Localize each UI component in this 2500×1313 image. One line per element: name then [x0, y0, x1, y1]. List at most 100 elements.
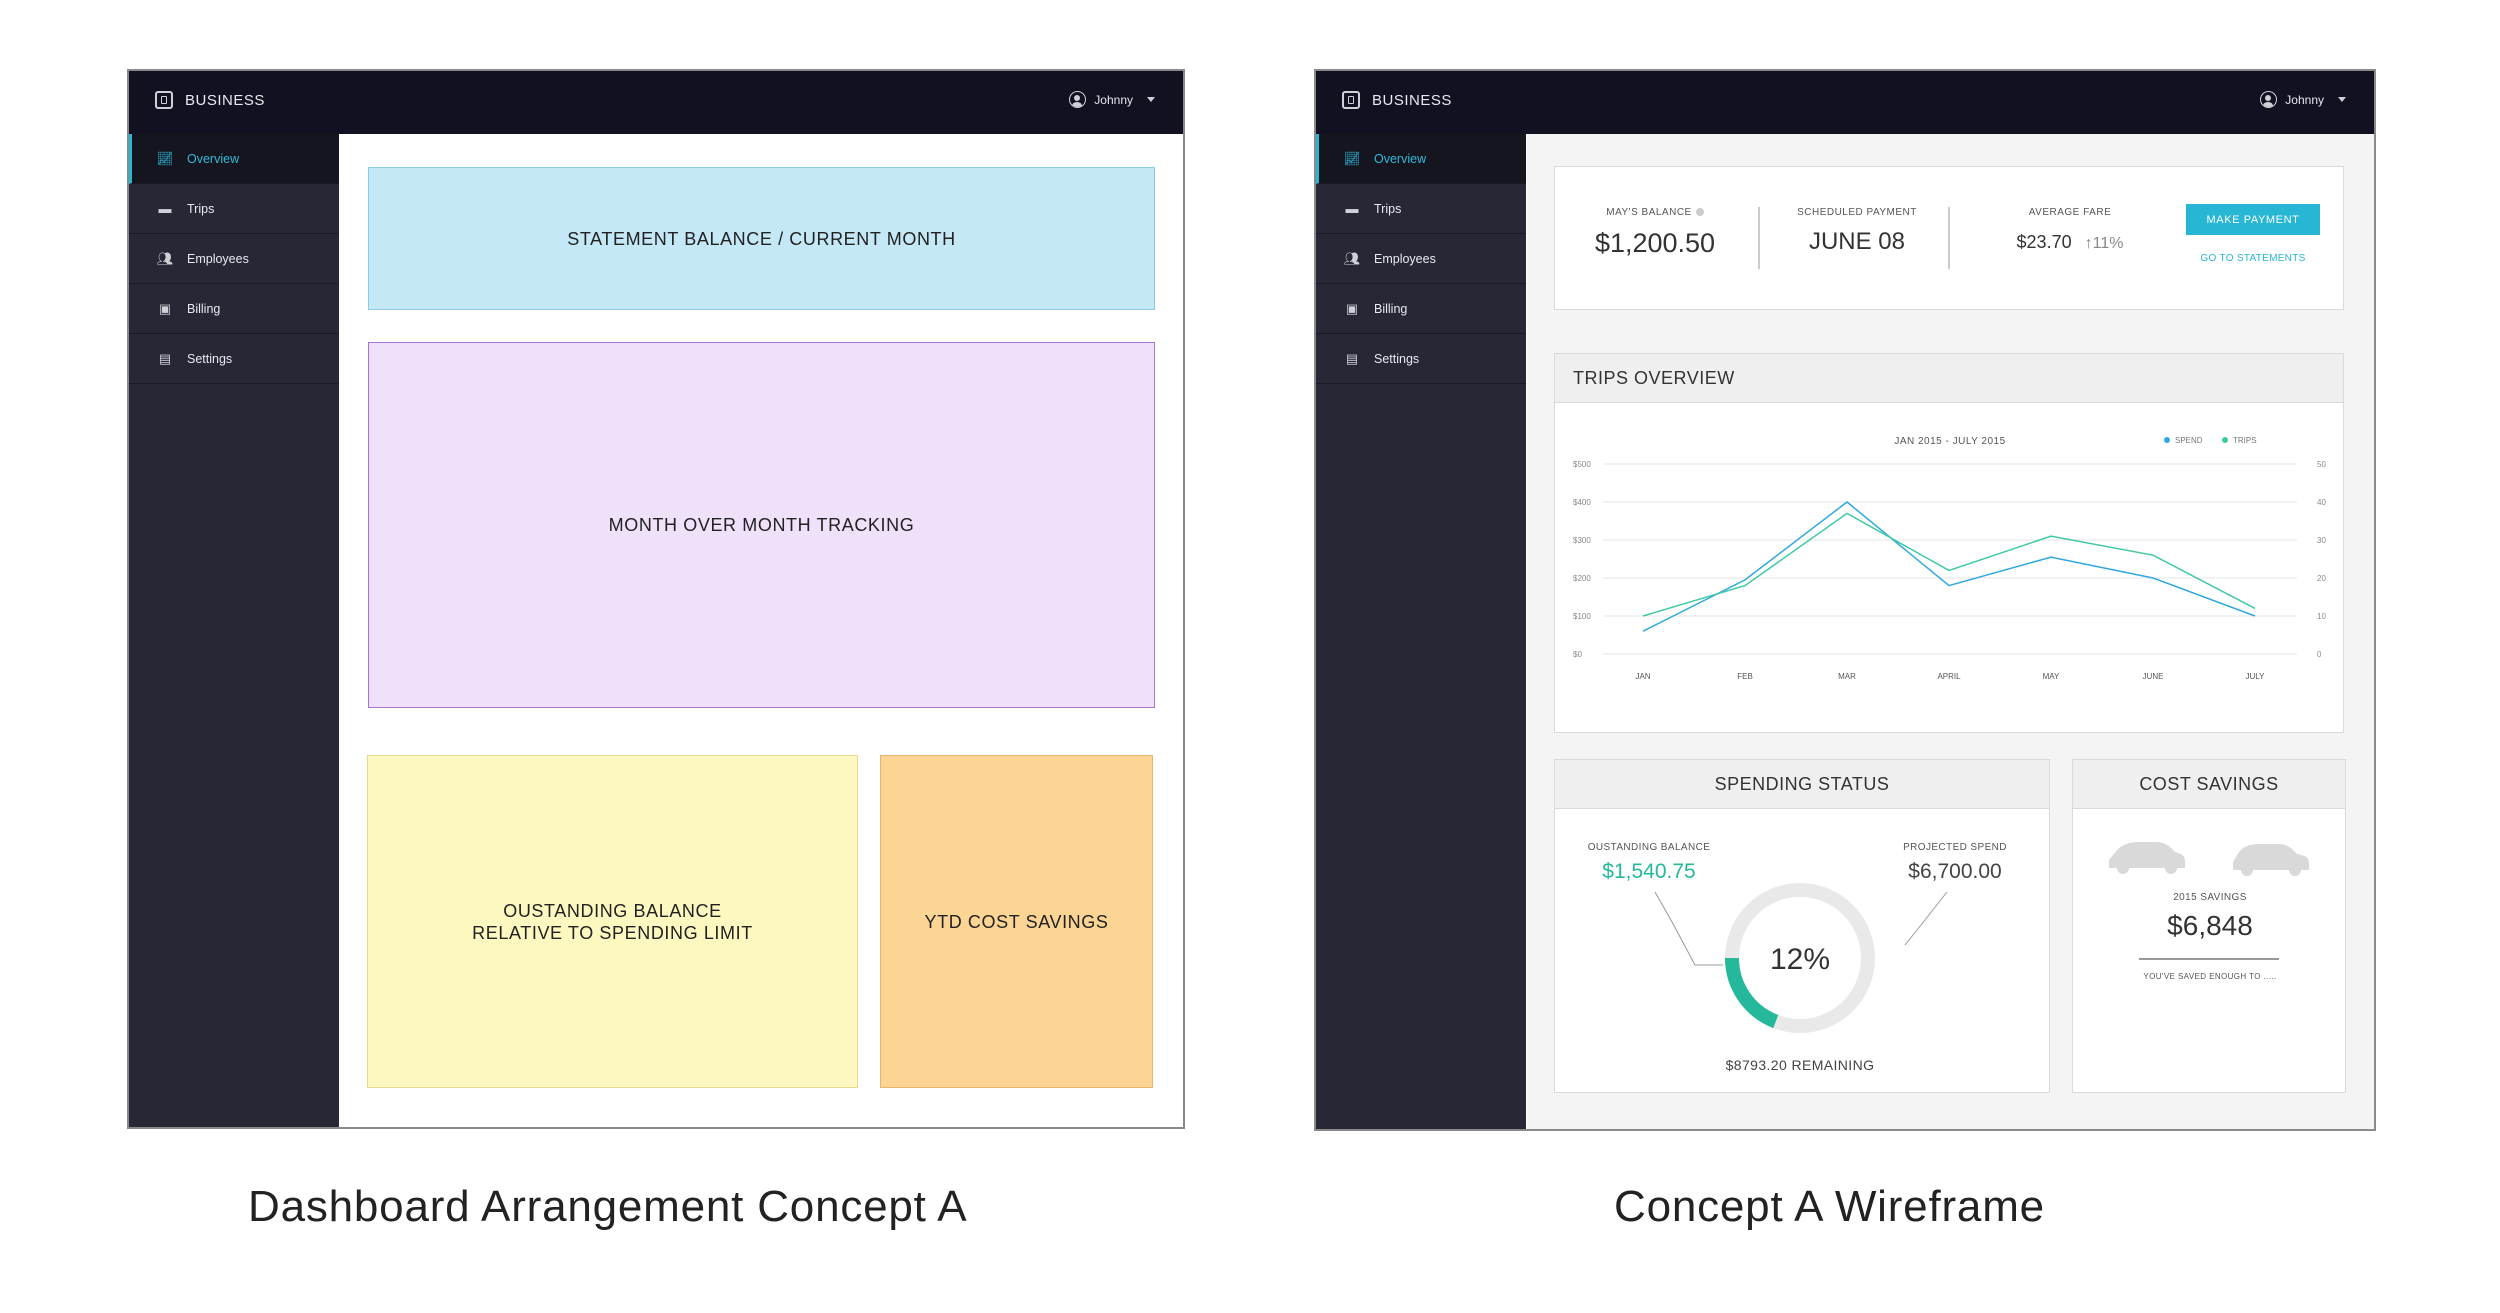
- user-menu[interactable]: Johnny: [1069, 91, 1155, 108]
- suv-car-icon: [2233, 844, 2309, 876]
- scheduled-label: SCHEDULED PAYMENT: [1797, 207, 1917, 218]
- briefcase-icon: ▣: [158, 300, 172, 316]
- block-label: MONTH OVER MONTH TRACKING: [608, 515, 915, 535]
- x-tick-label: MAR: [1838, 672, 1856, 681]
- sidebar-item-overview[interactable]: 📈︎ Overview: [129, 134, 339, 184]
- legend-label-spend: SPEND: [2175, 436, 2203, 445]
- sidebar-item-settings[interactable]: ▤ Settings: [129, 334, 339, 384]
- block-label-line2: RELATIVE TO SPENDING LIMIT: [472, 922, 753, 943]
- brand-name: BUSINESS: [185, 91, 265, 109]
- concept-a-mockup: BUSINESS Johnny 📈︎ Overview ▬ Trips 👥︎ E…: [127, 69, 1185, 1129]
- x-tick-label: APRIL: [1937, 672, 1961, 681]
- divider: [1758, 207, 1760, 269]
- chart-grid: [1603, 463, 2297, 655]
- settings-icon: ▤: [158, 350, 172, 366]
- series-line-spend: [1642, 501, 2256, 632]
- legend-swatch-spend: [2164, 437, 2170, 443]
- sidebar-item-trips[interactable]: ▬ Trips: [1316, 184, 1526, 234]
- main-content: MAY'S BALANCE $1,200.50 SCHEDULED PAYMEN…: [1527, 134, 2374, 1129]
- card-header: COST SAVINGS: [2073, 760, 2345, 809]
- outstanding-balance-block: OUSTANDING BALANCE RELATIVE TO SPENDING …: [367, 755, 858, 1088]
- y-left-tick-label: $100: [1573, 612, 1591, 621]
- chart-line-icon: 📈︎: [156, 150, 174, 166]
- leader-line-left: [1654, 891, 1723, 966]
- info-icon[interactable]: [1695, 208, 1704, 217]
- sidebar-item-label: Employees: [1374, 251, 1436, 266]
- y-right-tick-label: 40: [2317, 498, 2326, 507]
- fare-change: 11%: [2092, 235, 2124, 252]
- user-menu[interactable]: Johnny: [2260, 91, 2346, 108]
- sidebar-item-trips[interactable]: ▬ Trips: [129, 184, 339, 234]
- brand[interactable]: BUSINESS: [1342, 91, 1452, 109]
- sidebar-item-label: Settings: [187, 351, 233, 366]
- trips-line-chart: JAN 2015 - JULY 2015 SPEND TRIPS $500 50 $400…: [1573, 436, 2326, 681]
- sidebar: 📈︎ Overview ▬ Trips 👥︎ Employees ▣ Billi…: [129, 134, 339, 1127]
- car-icon: ▬: [1345, 201, 1359, 216]
- y-left-tick-label: $0: [1573, 650, 1582, 659]
- average-fare-column: AVERAGE FARE $23.70 ↑11%: [1970, 207, 2170, 253]
- sidebar-item-settings[interactable]: ▤ Settings: [1316, 334, 1526, 384]
- block-label-line1: OUSTANDING BALANCE: [503, 900, 722, 921]
- user-name: Johnny: [2285, 92, 2324, 107]
- y-left-tick-label: $400: [1573, 498, 1591, 507]
- top-bar: BUSINESS Johnny: [129, 71, 1183, 134]
- x-tick-label: FEB: [1737, 672, 1753, 681]
- y-right-tick-label: 0: [2317, 650, 2322, 659]
- balance-column: MAY'S BALANCE $1,200.50: [1575, 207, 1735, 259]
- sidebar-item-label: Billing: [187, 301, 221, 316]
- sidebar-item-label: Billing: [1374, 301, 1408, 316]
- brand-logo-icon: [1342, 91, 1360, 109]
- ytd-cost-savings-block: YTD COST SAVINGS: [880, 755, 1153, 1088]
- x-tick-label: JULY: [2246, 672, 2266, 681]
- sedan-car-icon: [2109, 842, 2185, 874]
- arrow-up-icon: ↑: [2084, 235, 2093, 252]
- brand[interactable]: BUSINESS: [155, 91, 265, 109]
- balance-label: MAY'S BALANCE: [1606, 207, 1692, 218]
- settings-icon: ▤: [1345, 350, 1359, 366]
- fare-value: $23.70: [2016, 232, 2072, 252]
- briefcase-icon: ▣: [1345, 300, 1359, 316]
- user-avatar-icon: [1069, 91, 1087, 108]
- x-tick-label: JUNE: [2143, 672, 2164, 681]
- trips-overview-card: TRIPS OVERVIEW JAN 2015 - JULY 2015 SPEND…: [1554, 353, 2344, 733]
- chart-series: [1642, 501, 2256, 632]
- y-left-tick-label: $200: [1573, 574, 1591, 583]
- y-left-tick-label: $500: [1573, 460, 1591, 469]
- sidebar-item-overview[interactable]: 📈︎ Overview: [1316, 134, 1526, 184]
- sidebar-item-label: Employees: [187, 251, 249, 266]
- sidebar-item-employees[interactable]: 👥︎ Employees: [129, 234, 339, 284]
- chart-title: JAN 2015 - JULY 2015: [1894, 436, 2005, 447]
- make-payment-button[interactable]: MAKE PAYMENT: [2186, 204, 2320, 235]
- spending-gauge: 12% $8793.20 REMAINING: [1654, 883, 1948, 1073]
- brand-logo-icon: [155, 91, 173, 109]
- caption-concept-a-wireframe: Concept A Wireframe: [1614, 1182, 2045, 1231]
- y-right-tick-label: 30: [2317, 536, 2326, 545]
- caption-concept-a: Dashboard Arrangement Concept A: [248, 1182, 968, 1231]
- outstanding-value: $1,540.75: [1602, 860, 1696, 883]
- sidebar-item-billing[interactable]: ▣ Billing: [1316, 284, 1526, 334]
- projected-label: PROJECTED SPEND: [1903, 842, 2007, 853]
- gauge-progress-arc: [1725, 957, 1779, 1029]
- go-to-statements-link[interactable]: GO TO STATEMENTS: [2200, 253, 2306, 264]
- sidebar: 📈︎ Overview ▬ Trips 👥︎ Employees ▣ Billi…: [1316, 134, 1526, 1129]
- legend-swatch-trips: [2222, 437, 2228, 443]
- savings-value: $6,848: [2167, 910, 2253, 941]
- chevron-down-icon: [1147, 97, 1155, 102]
- y-right-tick-label: 50: [2317, 460, 2326, 469]
- sidebar-item-employees[interactable]: 👥︎ Employees: [1316, 234, 1526, 284]
- projected-value: $6,700.00: [1908, 860, 2002, 883]
- card-header: TRIPS OVERVIEW: [1555, 354, 2343, 403]
- statement-balance-block: STATEMENT BALANCE / CURRENT MONTH: [368, 167, 1155, 310]
- cost-savings-card: COST SAVINGS 2015 SAVINGS $6,848 YOU'VE …: [2072, 759, 2346, 1093]
- people-icon: 👥︎: [156, 250, 174, 266]
- sidebar-item-label: Settings: [1374, 351, 1420, 366]
- sidebar-item-label: Overview: [187, 151, 240, 166]
- balance-summary-card: MAY'S BALANCE $1,200.50 SCHEDULED PAYMEN…: [1554, 166, 2344, 310]
- x-tick-label: JAN: [1635, 672, 1650, 681]
- month-tracking-block: MONTH OVER MONTH TRACKING: [368, 342, 1155, 708]
- sidebar-item-billing[interactable]: ▣ Billing: [129, 284, 339, 334]
- spending-status-card: SPENDING STATUS OUSTANDING BALANCE $1,54…: [1554, 759, 2050, 1093]
- card-title: TRIPS OVERVIEW: [1573, 367, 1735, 388]
- block-label: YTD COST SAVINGS: [924, 911, 1109, 932]
- y-right-tick-label: 20: [2317, 574, 2326, 583]
